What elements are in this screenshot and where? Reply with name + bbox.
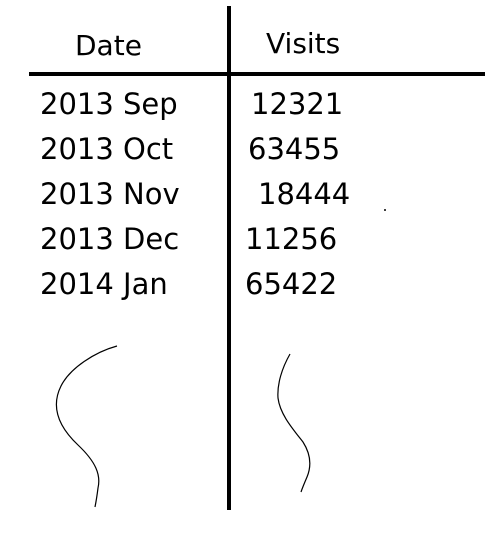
visits-cell-row-5: 65422 (245, 267, 338, 301)
date-cell-row-3: 2013 Nov (40, 177, 180, 211)
visits-cell-row-1: 12321 (251, 87, 344, 121)
stray-dot (384, 209, 386, 211)
visits-continuation-squiggle (277, 353, 311, 493)
date-cell-row-5: 2014 Jan (40, 267, 168, 301)
date-cell-row-1: 2013 Sep (40, 87, 178, 121)
date-column-header: Date (75, 29, 142, 62)
visits-column-header: Visits (266, 27, 341, 60)
visits-cell-row-3: 18444 (258, 177, 351, 211)
date-cell-row-4: 2013 Dec (40, 222, 180, 256)
visits-cell-row-4: 11256 (245, 222, 338, 256)
date-continuation-squiggle (55, 345, 118, 508)
date-cell-row-2: 2013 Oct (40, 132, 174, 166)
visits-cell-row-2: 63455 (248, 132, 341, 166)
